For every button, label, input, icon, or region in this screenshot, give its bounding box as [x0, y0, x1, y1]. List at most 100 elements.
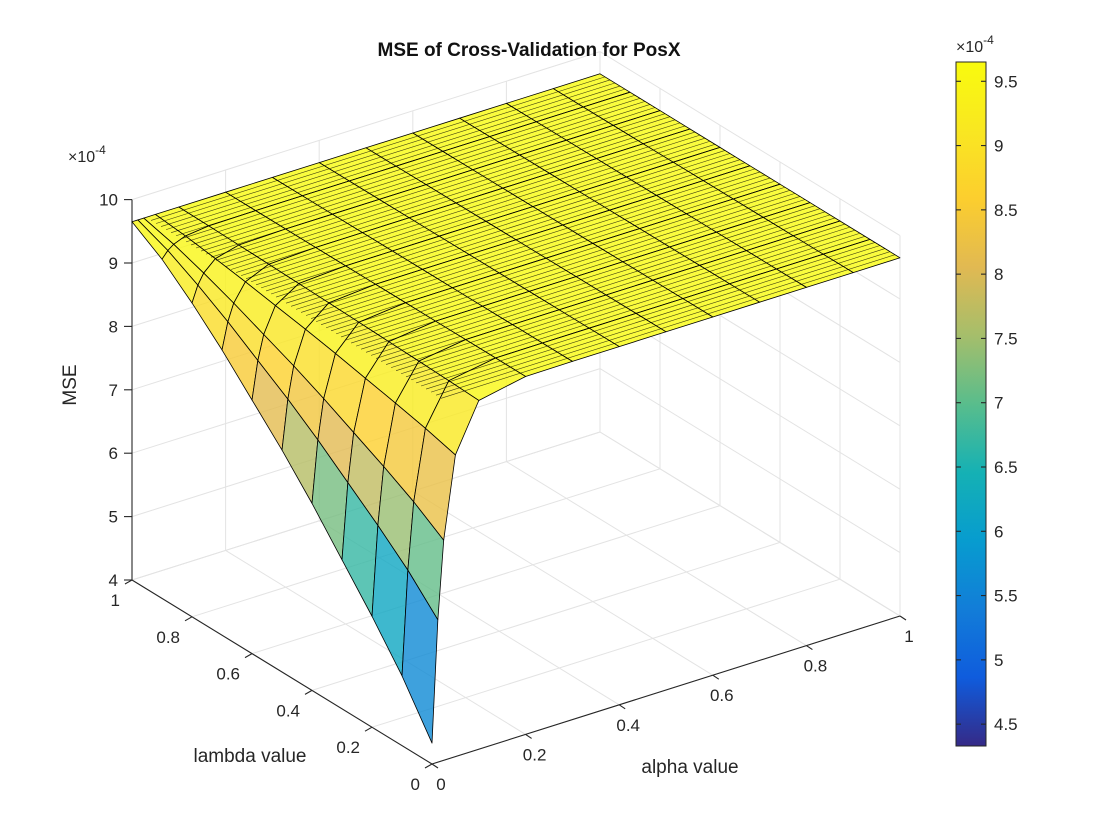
surface-mesh-line — [250, 137, 706, 283]
colorbar — [955, 61, 987, 747]
surface-mesh-line — [420, 242, 876, 387]
x-tick-mark — [525, 733, 532, 739]
surface-mesh-line — [425, 245, 881, 390]
x-tick-label: 0.2 — [523, 745, 547, 764]
surface-mesh-line — [150, 76, 606, 221]
surface-mesh-line — [190, 101, 646, 246]
colorbar-tick-label: 5.5 — [994, 587, 1018, 606]
x-tick-mark — [618, 704, 626, 710]
surface-mesh-line — [330, 186, 786, 332]
colorbar-tick-label: 8 — [994, 265, 1003, 284]
y-tick-mark — [424, 763, 433, 769]
x-tick-label: 0.6 — [710, 686, 734, 705]
x-tick-label: 0 — [436, 775, 445, 794]
x-tick-mark — [431, 763, 439, 769]
surface-mesh-line — [385, 220, 841, 365]
colorbar-tick-label: 6.5 — [994, 458, 1018, 477]
floor-gridline — [225, 549, 526, 735]
surface-mesh-line — [440, 254, 896, 399]
floor-gridline — [506, 461, 807, 647]
surface-mesh-line — [435, 251, 891, 396]
surface-mesh-line — [210, 113, 666, 258]
surface-mesh-line — [410, 236, 866, 381]
x-tick-mark — [806, 645, 813, 651]
colorbar-tick-label: 9 — [994, 137, 1003, 156]
x-tick-mark — [712, 674, 720, 680]
colorbar-tick-label: 4.5 — [994, 715, 1018, 734]
surface-mesh-line — [370, 211, 826, 356]
surface-mesh-line — [320, 180, 776, 325]
surface-mesh-line — [205, 110, 661, 255]
y-tick-label: 0.4 — [276, 701, 300, 720]
y-tick-mark — [244, 653, 253, 659]
colorbar-tick-label: 8.5 — [994, 201, 1018, 220]
surface-mesh-line — [395, 226, 851, 371]
x-tick-label: 0.4 — [616, 716, 640, 735]
y-axis-line — [131, 579, 433, 765]
surface-mesh-line — [230, 125, 686, 270]
surface-mesh-line — [295, 165, 751, 310]
surface-mesh-line — [355, 202, 811, 347]
surface-mesh-line — [285, 159, 741, 304]
z-tick-label: 6 — [109, 444, 118, 463]
surface-mesh-line — [360, 205, 816, 350]
x-axis-line — [431, 615, 901, 765]
surface-mesh-line — [405, 232, 861, 378]
surface-mesh-line — [300, 168, 756, 313]
y-tick-label: 0 — [411, 775, 420, 794]
surface-mesh-line — [365, 208, 821, 353]
y-tick-label: 1 — [111, 591, 120, 610]
surface-mesh-line — [240, 131, 696, 276]
surface-mesh-line — [325, 183, 781, 329]
y-tick-label: 0.2 — [336, 738, 360, 757]
surface-mesh-line — [180, 94, 636, 240]
surface-mesh-line — [375, 214, 831, 359]
chart-title: MSE of Cross-Validation for PosX — [378, 40, 681, 61]
surface-mesh-line — [160, 82, 616, 227]
x-tick-label: 0.8 — [804, 657, 828, 676]
z-exponent-label: ×10-4 — [68, 143, 106, 166]
surface-mesh-line — [335, 190, 791, 335]
right-wall-gridline — [599, 368, 901, 554]
surface-mesh-line — [275, 153, 731, 298]
surface-mesh-line — [195, 104, 651, 249]
surface-mesh-line — [340, 193, 796, 338]
z-tick-label: 4 — [109, 571, 118, 590]
surface-mesh-line — [380, 217, 836, 362]
floor-gridline — [412, 490, 714, 676]
surface-mesh-line — [270, 150, 726, 295]
surface-mesh-line — [170, 88, 626, 233]
surface-mesh-line — [225, 122, 681, 267]
z-tick-label: 8 — [109, 317, 118, 336]
z-tick-label: 9 — [109, 254, 118, 273]
z-tick-label: 10 — [99, 191, 118, 210]
surface-plot — [131, 73, 901, 744]
surface-mesh-line — [265, 147, 721, 292]
surface-mesh-line — [345, 196, 801, 341]
x-tick-label: 1 — [904, 627, 913, 646]
surface-mesh-line — [430, 248, 886, 393]
colorbar-tick-label: 7.5 — [994, 329, 1018, 348]
surface-mesh-line — [280, 156, 736, 301]
surface-mesh-line — [350, 199, 806, 344]
floor-gridline — [311, 541, 781, 691]
surface-mesh-line — [200, 107, 656, 252]
surface-mesh-line — [245, 134, 701, 279]
y-tick-label: 0.6 — [216, 665, 240, 684]
surface-mesh-line — [415, 239, 871, 384]
colorbar-tick-label: 7 — [994, 394, 1003, 413]
surface-mesh-line — [400, 229, 856, 375]
surface-mesh-line — [165, 85, 621, 230]
colorbar-tick-label: 9.5 — [994, 72, 1018, 91]
axes-frame — [124, 199, 907, 769]
z-axis-label: MSE — [60, 364, 81, 405]
surface-mesh-line — [155, 79, 611, 224]
surface-mesh-line — [310, 174, 766, 319]
colorbar-ticks: 4.5 5 5.5 6 6.5 7 7.5 8 8.5 9 9.5 — [956, 72, 1018, 734]
y-tick-mark — [364, 726, 373, 732]
surface-mesh-line — [215, 116, 671, 261]
z-tick-label: 5 — [109, 508, 118, 527]
x-axis-label: alpha value — [641, 757, 738, 778]
